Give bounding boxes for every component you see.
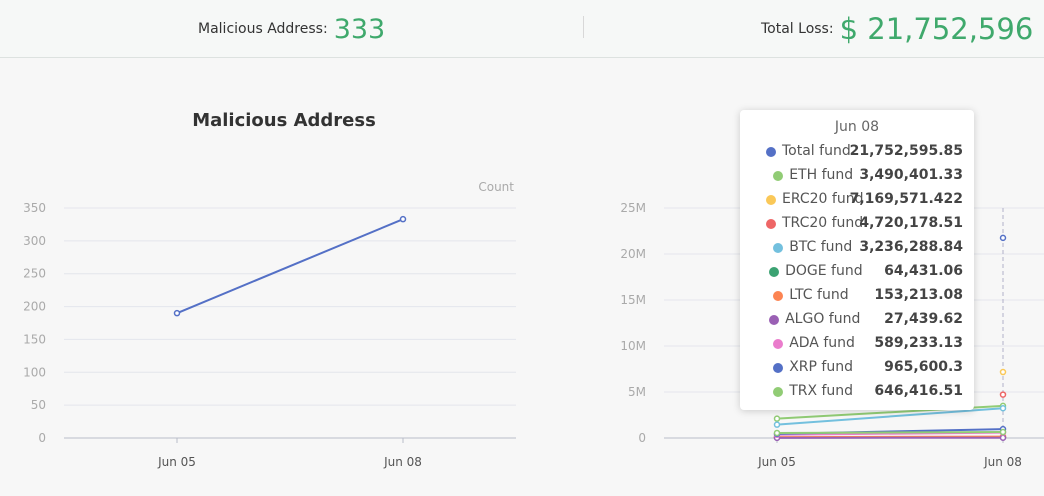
malicious-address-stat: Malicious Address: 333 <box>198 0 385 58</box>
data-point <box>999 434 1007 441</box>
y-tick-label: 0 <box>638 431 646 445</box>
stats-bar: Malicious Address: 333 Total Loss: $ 21,… <box>0 0 1044 58</box>
y-tick-label: 20M <box>620 247 646 261</box>
y-tick-label: 25M <box>620 201 646 215</box>
series-marker-icon <box>773 339 784 349</box>
x-tick-label: Jun 05 <box>757 455 796 469</box>
tooltip-series-value: 3,490,401.33 <box>859 167 963 183</box>
series-marker-icon <box>773 387 784 397</box>
tooltip-series-value: 3,236,288.84 <box>859 239 963 255</box>
series-marker-icon <box>773 363 784 373</box>
y-tick-label: 200 <box>23 300 46 314</box>
series-marker-icon <box>766 147 776 157</box>
data-point <box>399 215 407 223</box>
series-line <box>776 431 1004 434</box>
tooltip-series-value: 646,416.51 <box>874 383 963 399</box>
series-marker-icon <box>773 291 784 301</box>
tooltip-row: ERC20 fund 7,169,571.422 <box>740 190 974 210</box>
tooltip-row: DOGE fund 64,431.06 <box>740 262 974 282</box>
tooltip-row: ADA fund 589,233.13 <box>740 334 974 354</box>
series-marker-icon <box>766 219 776 229</box>
y-tick-label: 350 <box>23 201 46 215</box>
series-marker-icon <box>773 171 784 181</box>
tooltip-series-name: BTC fund <box>789 239 853 255</box>
series-marker-icon <box>766 195 776 205</box>
tooltip-row: Total fund 21,752,595.85 <box>740 142 974 162</box>
tooltip-series-value: 21,752,595.85 <box>849 143 963 159</box>
data-point <box>773 421 781 428</box>
malicious-address-label: Malicious Address: <box>198 21 328 37</box>
tooltip-row: ETH fund 3,490,401.33 <box>740 166 974 186</box>
tooltip-series-name: ERC20 fund <box>782 191 864 207</box>
malicious-address-chart-title: Malicious Address <box>192 110 376 131</box>
x-tick-label: Jun 08 <box>983 455 1022 469</box>
series-marker-icon <box>769 315 780 325</box>
data-point <box>999 234 1007 242</box>
tooltip-series-name: ALGO fund <box>785 311 861 327</box>
stats-divider <box>583 16 584 38</box>
y-tick-label: 50 <box>31 398 46 412</box>
tooltip-row: LTC fund 153,213.08 <box>740 286 974 306</box>
tooltip-series-name: DOGE fund <box>785 263 863 279</box>
tooltip-series-name: ADA fund <box>789 335 855 351</box>
data-point <box>173 309 181 317</box>
tooltip-row: BTC fund 3,236,288.84 <box>740 238 974 258</box>
data-point <box>999 404 1007 412</box>
series-line <box>176 218 404 315</box>
y-tick-label: 150 <box>23 332 46 346</box>
tooltip-series-value: 27,439.62 <box>884 311 963 327</box>
tooltip-title: Jun 08 <box>834 119 880 135</box>
tooltip-series-value: 965,600.3 <box>884 359 963 375</box>
tooltip-row: ALGO fund 27,439.62 <box>740 310 974 330</box>
tooltip-row: XRP fund 965,600.3 <box>740 358 974 378</box>
tooltip-series-name: XRP fund <box>789 359 853 375</box>
tooltip-series-name: TRC20 fund <box>782 215 864 231</box>
data-point <box>999 391 1007 398</box>
tooltip-series-value: 64,431.06 <box>884 263 963 279</box>
y-tick-label: 15M <box>620 293 646 307</box>
y-tick-label: 300 <box>23 234 46 248</box>
total-loss-label: Total Loss: <box>761 21 834 37</box>
malicious-address-value: 333 <box>333 13 386 45</box>
tooltip-series-name: ETH fund <box>789 167 854 183</box>
tooltip-series-name: LTC fund <box>789 287 849 303</box>
y-tick-label: 10M <box>620 339 646 353</box>
y-tick-label: 5M <box>628 385 646 399</box>
x-tick-label: Jun 05 <box>157 455 196 469</box>
tooltip-series-name: Total fund <box>782 143 851 159</box>
x-tick-label: Jun 08 <box>383 455 422 469</box>
series-marker-icon <box>773 243 784 253</box>
series-marker-icon <box>769 267 780 277</box>
tooltip-row: TRX fund 646,416.51 <box>740 382 974 402</box>
y-tick-label: 100 <box>23 365 46 379</box>
y-tick-label: 0 <box>38 431 46 445</box>
data-point <box>999 428 1007 436</box>
tooltip-row: TRC20 fund 4,720,178.51 <box>740 214 974 234</box>
tooltip-series-name: TRX fund <box>789 383 854 399</box>
total-loss-value: $ 21,752,596 <box>839 12 1034 46</box>
data-point <box>773 429 781 437</box>
tooltip-series-value: 4,720,178.51 <box>859 215 963 231</box>
y-tick-label: 250 <box>23 267 46 281</box>
chart-tooltip: Jun 08 Total fund 21,752,595.85 ETH fund 3,… <box>740 110 974 410</box>
series-line <box>776 407 1004 426</box>
y-axis-unit-label: Count <box>478 180 514 194</box>
data-point <box>773 415 781 422</box>
data-point <box>999 368 1007 376</box>
total-loss-stat: Total Loss: $ 21,752,596 <box>761 0 1033 58</box>
tooltip-series-value: 153,213.08 <box>874 287 963 303</box>
tooltip-series-value: 589,233.13 <box>874 335 963 351</box>
tooltip-series-value: 7,169,571.422 <box>849 191 963 207</box>
